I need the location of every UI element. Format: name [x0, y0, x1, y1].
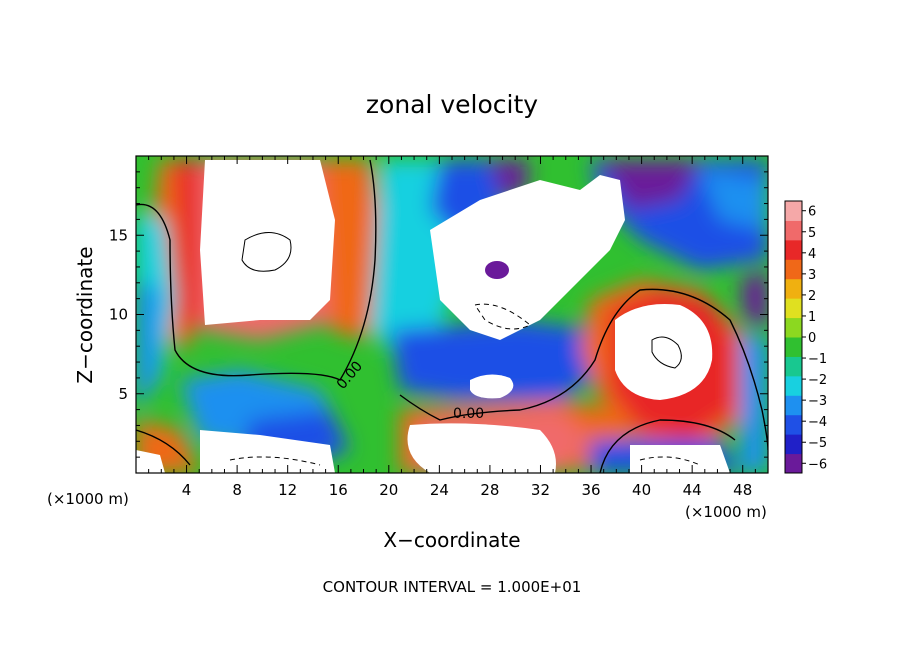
y-tick-label: 5 [118, 385, 128, 403]
colorbar-swatch [785, 434, 802, 455]
x-axis-label: X−coordinate [383, 528, 520, 552]
x-unit-label-left: (×1000 m) [47, 490, 129, 508]
colorbar-label: 1 [808, 310, 816, 325]
colorbar-label: 2 [808, 289, 816, 304]
y-tick-label: 10 [109, 306, 128, 324]
colorbar-label: −5 [808, 436, 827, 451]
colorbar: −6 −5 −4 −3 −2 −1 0 1 2 3 4 5 6 [784, 200, 827, 474]
colorbar-label: 0 [808, 331, 816, 346]
x-tick-label: 12 [278, 481, 297, 499]
colorbar-label: −6 [808, 457, 827, 472]
colorbar-label: 5 [808, 226, 816, 241]
x-tick-label: 28 [480, 481, 499, 499]
colorbar-swatch [785, 239, 802, 260]
chart-title: zonal velocity [366, 90, 538, 119]
x-tick-label: 40 [632, 481, 651, 499]
colorbar-swatch [785, 337, 802, 357]
colorbar-swatch [785, 220, 802, 241]
colorbar-swatch [785, 317, 802, 338]
y-axis-label: Z−coordinate [73, 246, 97, 383]
colorbar-swatch [785, 259, 802, 280]
colorbar-label: −3 [808, 394, 827, 409]
colorbar-swatch [785, 298, 802, 319]
colorbar-swatch [785, 395, 802, 416]
x-tick-label: 4 [182, 481, 192, 499]
x-axis-ticks: 4 8 12 16 20 24 28 32 36 40 44 48 [135, 156, 769, 499]
contour-label: 0.00 [453, 406, 484, 422]
colorbar-label: 3 [808, 268, 816, 283]
x-tick-label: 8 [232, 481, 242, 499]
x-tick-label: 36 [581, 481, 600, 499]
colorbar-label: −2 [808, 373, 827, 388]
colorbar-swatch [785, 453, 802, 474]
heatmap-field [136, 156, 768, 473]
colorbar-swatch [785, 414, 802, 435]
y-tick-label: 15 [109, 226, 128, 244]
colorbar-swatch [785, 278, 802, 299]
colorbar-swatch [785, 356, 802, 377]
colorbar-swatch [785, 375, 802, 396]
colorbar-label: 4 [808, 247, 816, 262]
x-tick-label: 32 [531, 481, 550, 499]
x-tick-label: 44 [683, 481, 702, 499]
colorbar-label: −4 [808, 415, 827, 430]
colorbar-label: 6 [808, 205, 816, 220]
colorbar-label: −1 [808, 352, 827, 367]
x-tick-label: 20 [379, 481, 398, 499]
colorbar-swatch [785, 201, 802, 221]
x-unit-label-right: (×1000 m) [685, 503, 767, 521]
contour-interval-footer: CONTOUR INTERVAL = 1.000E+01 [323, 578, 582, 596]
x-tick-label: 24 [430, 481, 449, 499]
x-tick-label: 16 [329, 481, 348, 499]
y-axis-ticks: 5 10 15 [109, 155, 768, 474]
x-tick-label: 48 [733, 481, 752, 499]
